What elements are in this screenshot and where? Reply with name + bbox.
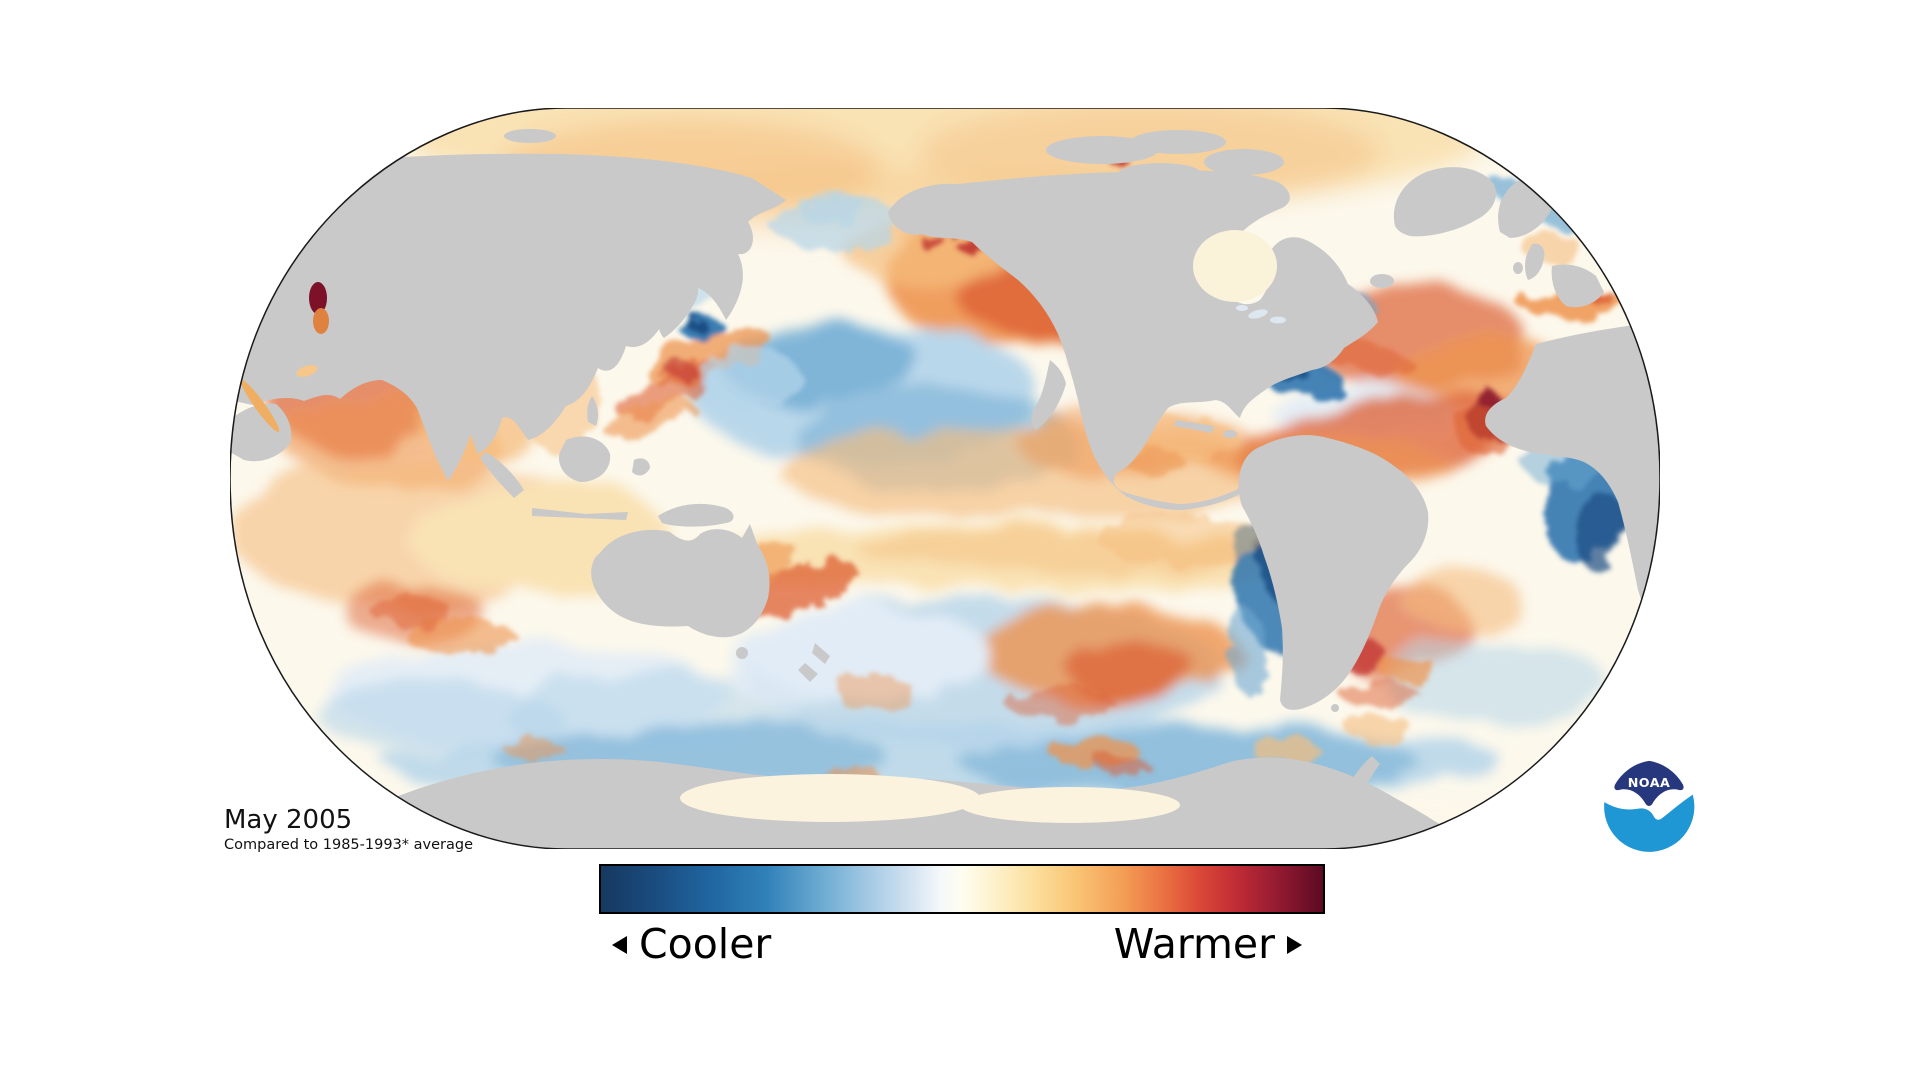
date-block: May 2005 Compared to 1985-1993* average: [224, 806, 473, 854]
landmass-sumatra: [480, 452, 524, 498]
landmass-britain: [1525, 243, 1545, 280]
caspian-sea-south: [313, 308, 329, 334]
landmass-south-america: [1238, 435, 1429, 710]
noaa-logo: NOAA: [1602, 758, 1696, 852]
land-water-details: [240, 230, 1286, 823]
great-lake-2: [1270, 316, 1286, 324]
landmass-greenland: [1393, 167, 1496, 237]
map-canvas: [230, 108, 1660, 849]
landmass-hispaniola: [1223, 430, 1237, 438]
great-lake-3: [1236, 305, 1248, 311]
baseline-note: Compared to 1985-1993* average: [224, 836, 474, 853]
landmass-iberia-europe: [1551, 264, 1604, 308]
noaa-logo-ocean: [1604, 794, 1695, 852]
landmass-borneo: [558, 436, 611, 482]
persian-gulf: [296, 365, 318, 377]
cooler-label: Cooler: [639, 920, 772, 968]
landmass-australia: [591, 524, 770, 638]
legend-warmer: Warmer: [1114, 924, 1302, 965]
noaa-logo-emblem: NOAA: [1604, 760, 1695, 852]
noaa-logo-sky: [1614, 760, 1684, 806]
landmass-philippines: [587, 396, 599, 426]
legend-cooler: Cooler: [612, 924, 771, 965]
landmass-baja-california: [1031, 360, 1066, 430]
landmass-new-zealand-south: [798, 663, 818, 682]
landmass-ireland: [1513, 262, 1523, 274]
great-lake-1: [1248, 309, 1268, 319]
landmass-sulawesi: [632, 458, 650, 476]
amundsen-shelf: [960, 787, 1180, 823]
warmer-label: Warmer: [1113, 920, 1275, 968]
landmass-new-zealand-north: [812, 643, 830, 664]
landmass-scandinavia: [1498, 180, 1552, 238]
red-sea: [240, 379, 280, 433]
landmass-new-guinea: [658, 503, 734, 527]
noaa-logo-text: NOAA: [1628, 775, 1671, 790]
landmass-antarctic-peninsula: [1338, 756, 1380, 820]
landmass-japan: [658, 266, 699, 338]
landmass-java: [532, 508, 628, 520]
ross-ice-shelf: [680, 774, 980, 822]
sst-anomaly-map: [230, 108, 1660, 849]
caspian-sea-north: [309, 282, 327, 314]
map-outline: [230, 108, 1660, 849]
landmass-tasmania: [736, 647, 748, 659]
landmass-eurasia: [230, 153, 786, 481]
landmass-arabia: [230, 403, 292, 462]
landmass-africa: [1485, 322, 1660, 618]
anomaly-colorbar: [599, 864, 1325, 914]
landmass-falklands: [1331, 704, 1339, 712]
cooler-arrow-icon: [612, 935, 627, 954]
map-date-label: May 2005: [224, 805, 353, 835]
warmer-arrow-icon: [1287, 935, 1302, 954]
landmass-iceland: [1370, 274, 1394, 288]
landmass-north-america: [888, 170, 1378, 510]
landmass-arctic-islands: [504, 129, 1284, 195]
landmass-cuba: [1174, 420, 1214, 433]
hudson-bay: [1193, 230, 1277, 302]
